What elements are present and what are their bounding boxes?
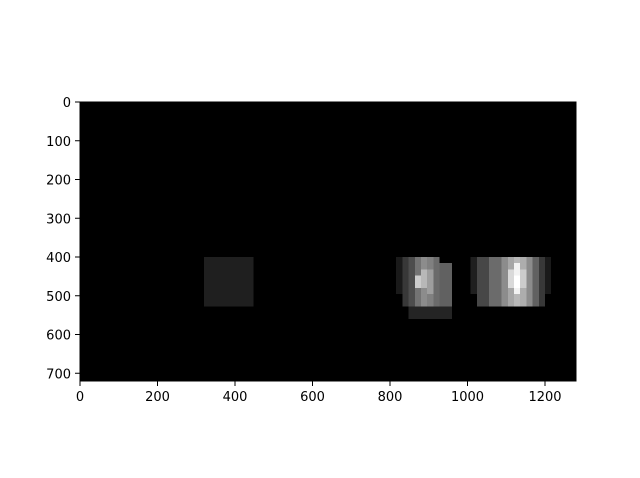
heatmap-cell-24: [507, 269, 514, 288]
y-tick-label-5: 500: [46, 290, 71, 305]
plot-area: [79, 101, 577, 382]
heatmap-cell-15: [489, 257, 502, 307]
y-tick-label-3: 300: [46, 212, 71, 227]
heatmap-cell-12: [408, 306, 452, 319]
x-tick-label-1: 200: [145, 390, 170, 405]
heatmap-cell-10: [421, 269, 428, 288]
x-axis: 0 200 400 600 800 1000 1200: [76, 381, 562, 405]
x-tick-label-0: 0: [76, 390, 84, 405]
y-tick-label-4: 400: [46, 251, 71, 266]
heatmap-background: [80, 102, 576, 381]
axes-frame: [79, 101, 577, 382]
x-tick-label-2: 400: [223, 390, 248, 405]
heatmap-cell-13: [470, 257, 477, 295]
y-axis: 0 100 200 300 400 500 600 700: [46, 96, 80, 382]
heatmap-cell-23: [545, 257, 552, 295]
y-tick-label-2: 200: [46, 174, 71, 189]
y-tick-label-1: 100: [46, 135, 71, 150]
x-tick-label-4: 800: [378, 390, 403, 405]
x-tick-label-6: 1200: [528, 390, 561, 405]
x-tick-label-3: 600: [300, 390, 325, 405]
heatmap-cell-7: [433, 257, 440, 319]
heatmap-cell-26: [520, 269, 527, 288]
heatmap-cell-3: [408, 257, 415, 319]
heatmap-cell-21: [532, 257, 539, 307]
x-tick-label-5: 1000: [451, 390, 484, 405]
heatmap-cell-9: [414, 275, 421, 288]
heatmap-cell-14: [476, 257, 490, 307]
heatmap-cells: [204, 257, 552, 319]
heatmap-cell-20: [526, 257, 533, 307]
heatmap-cell-11: [427, 269, 434, 295]
heatmap-cell-22: [538, 257, 545, 307]
y-tick-label-0: 0: [63, 96, 71, 111]
heatmap-cell-1: [396, 257, 403, 295]
y-tick-label-7: 700: [46, 367, 71, 382]
heatmap-cell-27: [514, 275, 521, 288]
heatmap-cell-8: [439, 263, 452, 319]
heatmap-cell-0: [204, 257, 254, 307]
heatmap-cell-16: [501, 257, 508, 307]
heatmap-cell-2: [402, 257, 409, 307]
y-tick-label-6: 600: [46, 329, 71, 344]
